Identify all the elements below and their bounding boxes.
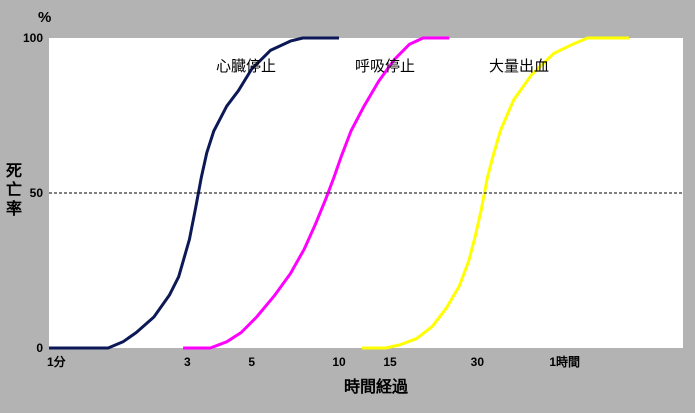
y-tick-label-1: 50 [30,186,44,200]
series-line-2 [362,36,629,350]
x-tick-label-1: 3 [184,355,191,369]
x-tick-labels: 1分 3 5 10 15 30 1時間 [47,354,580,369]
x-tick-label-5: 30 [471,355,485,369]
x-tick-label-0: 1分 [47,354,66,369]
y-unit-label: % [38,9,51,26]
y-tick-label-0: 0 [36,341,43,355]
series-line-0 [49,36,339,350]
series-layer [49,36,629,350]
series-label-0: 心臓停止 [216,58,276,75]
x-tick-label-4: 15 [383,355,397,369]
series-line-1 [183,36,450,350]
x-tick-label-2: 5 [248,355,255,369]
x-axis-title: 時間経過 [344,377,409,396]
y-tick-label-2: 100 [23,31,43,45]
y-axis-title: 死亡率 [6,162,22,218]
y-tick-labels: 0 50 100 [23,31,43,355]
x-tick-label-6: 1時間 [549,354,580,369]
series-label-2: 大量出血 [489,58,549,75]
x-tick-label-3: 10 [332,355,346,369]
series-label-1: 呼吸停止 [355,58,415,75]
series-labels: 心臓停止 呼吸停止 大量出血 [216,58,549,75]
